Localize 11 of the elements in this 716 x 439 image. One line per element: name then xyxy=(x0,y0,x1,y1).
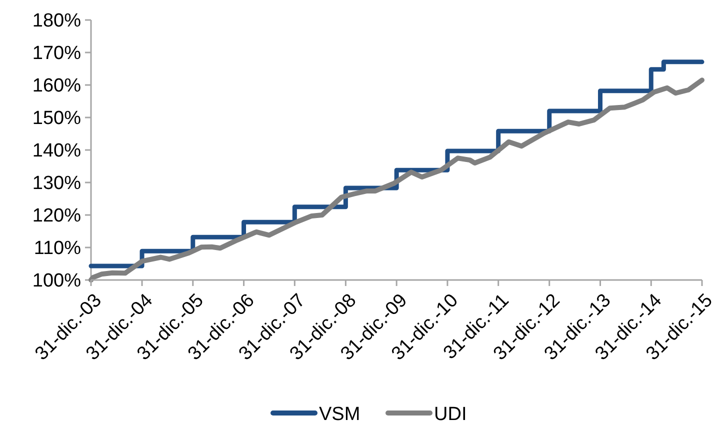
y-tick-label: 140% xyxy=(32,140,82,162)
y-tick-label: 130% xyxy=(32,173,82,194)
y-tick-label: 110% xyxy=(34,238,82,260)
legend-label: UDI xyxy=(434,404,467,425)
y-tick-label: 150% xyxy=(32,108,82,130)
y-tick-label: 160% xyxy=(32,76,82,97)
y-tick-label: 100% xyxy=(32,270,82,292)
y-tick-label: 170% xyxy=(32,43,82,64)
y-tick-label: 180% xyxy=(32,10,82,32)
y-tick-label: 120% xyxy=(32,206,82,227)
legend-label: VSM xyxy=(319,404,360,425)
